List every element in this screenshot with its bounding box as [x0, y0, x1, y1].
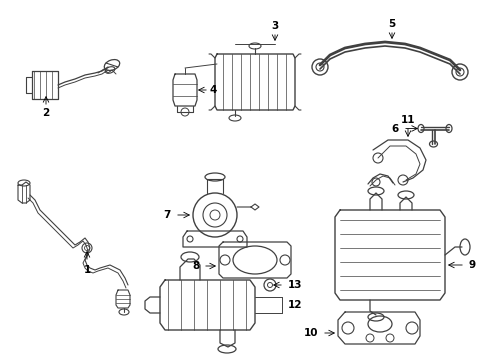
Text: 7: 7 — [164, 210, 171, 220]
Text: 5: 5 — [389, 19, 395, 29]
Text: 11: 11 — [401, 115, 415, 125]
Text: 3: 3 — [271, 21, 279, 31]
Text: 10: 10 — [303, 328, 318, 338]
Text: 12: 12 — [288, 300, 302, 310]
Text: 8: 8 — [193, 261, 200, 271]
Text: 1: 1 — [83, 265, 91, 275]
Text: 9: 9 — [468, 260, 475, 270]
Text: 2: 2 — [42, 108, 49, 118]
Text: 4: 4 — [209, 85, 217, 95]
Text: 13: 13 — [288, 280, 302, 290]
Text: 6: 6 — [392, 123, 399, 134]
